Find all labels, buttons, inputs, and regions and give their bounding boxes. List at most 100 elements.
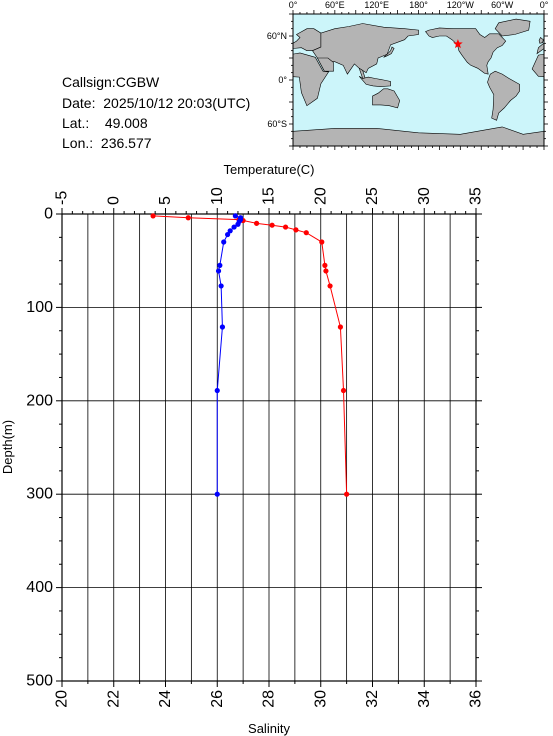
date-label: Date: bbox=[62, 95, 96, 111]
callsign-label: Callsign: bbox=[62, 74, 116, 90]
land-uk bbox=[538, 37, 544, 44]
lon-row: Lon.: 236.577 bbox=[62, 135, 152, 151]
salinity-axis-label: Salinity bbox=[248, 721, 290, 736]
temperature-tick-label: 25 bbox=[364, 187, 381, 205]
depth-tick-label: 400 bbox=[26, 579, 53, 596]
salinity-tick-label: 22 bbox=[105, 690, 122, 708]
salinity-tick-labels: 20 22 24 26 28 30 32 34 36 bbox=[54, 690, 485, 708]
salinity-point bbox=[219, 324, 226, 330]
lat-label: Lat.: bbox=[62, 115, 90, 131]
profile-plot: -5 0 5 10 15 20 25 30 35 20 22 24 26 28 30 32 34 36 0100… bbox=[0, 162, 485, 736]
depth-tick-labels: 0 100 200 300 400 500 bbox=[26, 206, 53, 690]
salinity-point bbox=[221, 239, 227, 245]
callsign-value: CGBW bbox=[115, 74, 160, 90]
salinity-tick-label: 20 bbox=[54, 690, 71, 708]
temperature-c-point bbox=[303, 230, 309, 236]
salinity-tick-label: 28 bbox=[261, 690, 278, 708]
map-lat-label: 60°S bbox=[267, 119, 287, 129]
salinity-point bbox=[218, 283, 224, 289]
map-lon-label: 0° bbox=[540, 0, 549, 10]
temperature-c-point bbox=[150, 213, 156, 219]
temperature-c-point bbox=[253, 220, 260, 226]
land-asia bbox=[312, 23, 419, 75]
temperature-c-line bbox=[153, 215, 348, 495]
land-japan bbox=[383, 46, 395, 58]
salinity-tick-label: 34 bbox=[416, 690, 433, 708]
land-arabia bbox=[316, 57, 334, 72]
map-ticks bbox=[289, 10, 548, 150]
map-land bbox=[293, 18, 544, 146]
salinity-tick-label: 36 bbox=[468, 690, 485, 708]
lon-value: 236.577 bbox=[100, 135, 152, 151]
series-layer bbox=[150, 213, 350, 497]
map-lon-label: 180° bbox=[409, 0, 428, 10]
temperature-c-point bbox=[323, 268, 329, 274]
depth-tick-label: 100 bbox=[26, 299, 53, 316]
depth-tick-label: 500 bbox=[26, 673, 53, 690]
temperature-c-point bbox=[340, 387, 347, 394]
land-europe-wrap bbox=[536, 42, 544, 55]
temperature-axis-label: Temperature(C) bbox=[223, 162, 314, 177]
map-lon-label: 0° bbox=[289, 0, 298, 10]
temperature-tick-label: 20 bbox=[312, 187, 329, 205]
salinity-line bbox=[216, 215, 242, 495]
temperature-c-point bbox=[269, 222, 275, 228]
salinity-tick-label: 30 bbox=[312, 690, 329, 708]
depth-tick-label: 300 bbox=[26, 486, 53, 503]
temperature-tick-label: 0 bbox=[105, 196, 122, 205]
temperature-tick-label: -5 bbox=[54, 191, 71, 205]
map-lon-label: 60°W bbox=[491, 0, 514, 10]
salinity-point bbox=[214, 387, 220, 394]
salinity-point bbox=[214, 491, 220, 497]
temperature-tick-label: 10 bbox=[209, 187, 226, 205]
temperature-c-point bbox=[327, 283, 333, 289]
land-australia bbox=[372, 88, 401, 109]
temperature-c-point bbox=[282, 224, 289, 230]
depth-tick-label: 0 bbox=[44, 206, 53, 223]
callsign-row: Callsign:CGBW bbox=[62, 74, 159, 90]
land-greenland bbox=[494, 18, 531, 37]
temperature-tick-labels: -5 0 5 10 15 20 25 30 35 bbox=[54, 187, 485, 205]
salinity-point bbox=[217, 262, 223, 268]
map-lon-label: 60°E bbox=[325, 0, 345, 10]
salinity-point bbox=[227, 228, 233, 234]
temperature-c-point bbox=[319, 239, 325, 245]
station-marker bbox=[453, 39, 463, 49]
lat-row: Lat.: 49.008 bbox=[62, 115, 148, 131]
depth-tick-label: 200 bbox=[26, 392, 53, 409]
temperature-tick-label: 5 bbox=[157, 196, 174, 205]
temperature-tick-label: 35 bbox=[468, 187, 485, 205]
salinity-point bbox=[235, 221, 241, 227]
land-s-america bbox=[487, 70, 520, 121]
land-antarctica bbox=[293, 126, 544, 146]
map-lon-label: 120°E bbox=[364, 0, 389, 10]
salinity-tick-label: 26 bbox=[209, 690, 226, 708]
date-value: 2025/10/12 20:03(UTC) bbox=[103, 95, 251, 111]
map-lon-labels: 0° 60°E 120°E 180° 120°W 60°W 0° bbox=[289, 0, 549, 10]
temperature-tick-label: 30 bbox=[416, 187, 433, 205]
axis-ticks bbox=[56, 208, 482, 687]
salinity-point bbox=[215, 268, 222, 274]
land-n-america bbox=[425, 27, 507, 75]
temperature-c-point bbox=[293, 227, 299, 233]
temperature-c-point bbox=[185, 215, 191, 221]
temperature-c-point bbox=[337, 324, 344, 330]
temperature-c-point bbox=[344, 491, 350, 497]
temperature-tick-label: 15 bbox=[261, 187, 278, 205]
world-map: 0° 60°E 120°E 180° 120°W 60°W 0° 60°N 0° 60°S bbox=[267, 0, 549, 150]
date-row: Date: 2025/10/12 20:03(UTC) bbox=[62, 95, 250, 111]
land-africa bbox=[293, 52, 330, 107]
salinity-point bbox=[232, 213, 238, 219]
temperature-c-point bbox=[322, 262, 328, 268]
depth-axis-label: Depth(m) bbox=[0, 420, 15, 474]
plot-grid bbox=[62, 214, 476, 681]
lat-value: 49.008 bbox=[104, 115, 148, 131]
land-indonesia bbox=[358, 76, 391, 87]
salinity-tick-label: 32 bbox=[364, 690, 381, 708]
land-africa-wrap bbox=[531, 53, 544, 77]
salinity-tick-label: 24 bbox=[157, 690, 174, 708]
map-lat-label: 0° bbox=[278, 75, 287, 85]
map-lat-labels: 60°N 0° 60°S bbox=[267, 31, 288, 129]
map-lon-label: 120°W bbox=[447, 0, 475, 10]
